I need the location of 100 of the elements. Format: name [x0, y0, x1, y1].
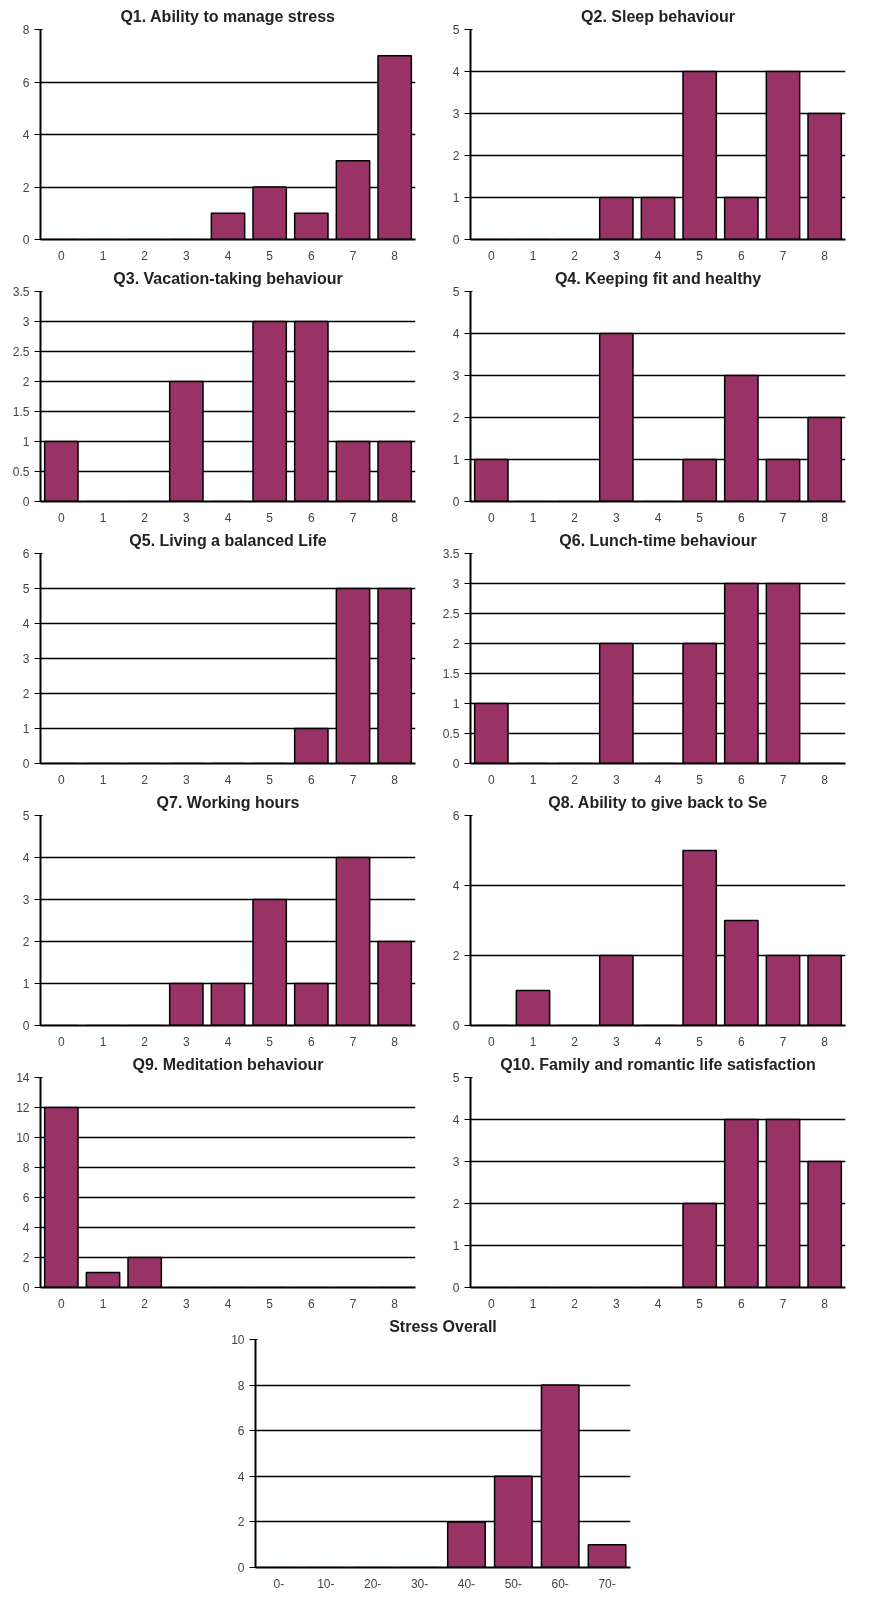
- x-tick-label: 0: [58, 510, 65, 525]
- x-tick-label: 7: [349, 1296, 357, 1311]
- x-tick-label: 3: [183, 1034, 190, 1049]
- x-tick-label: 5: [696, 510, 704, 525]
- chart-title: Q8. Ability to give back to Se: [548, 793, 768, 811]
- y-tick-label: 5: [452, 285, 460, 299]
- y-tick-label: 6: [22, 1191, 30, 1205]
- x-tick-label: 5: [266, 1296, 274, 1311]
- x-tick-label: 6: [308, 1296, 315, 1311]
- y-tick-label: 0.5: [12, 465, 30, 479]
- y-tick-label: 6: [452, 809, 460, 823]
- x-tick-label: 5: [696, 1296, 704, 1311]
- y-tick-label: 1: [452, 1239, 460, 1253]
- x-tick-label: 4: [654, 1296, 662, 1311]
- x-tick-label: 4: [224, 772, 232, 787]
- x-tick-label: 2: [571, 510, 579, 525]
- y-tick-label: 5: [22, 582, 30, 596]
- x-tick-label: 4: [654, 772, 662, 787]
- x-tick-label: 1: [529, 248, 537, 263]
- x-tick-label: 0: [488, 1296, 495, 1311]
- chart-title: Q3. Vacation-taking behaviour: [113, 269, 343, 287]
- y-tick-label: 12: [16, 1101, 30, 1115]
- x-tick-label: 1: [529, 1296, 537, 1311]
- x-tick-label: 4: [654, 1034, 662, 1049]
- y-tick-label: 3.5: [442, 547, 460, 561]
- y-tick-label: 2: [452, 411, 460, 425]
- x-tick-label: 6: [738, 248, 745, 263]
- y-tick-label: 3: [452, 369, 460, 383]
- y-tick-label: 4: [237, 1469, 245, 1484]
- y-tick-label: 6: [22, 75, 30, 90]
- x-tick-label: 1: [99, 772, 107, 787]
- y-tick-label: 5: [452, 23, 460, 37]
- x-tick-label: 8: [821, 772, 829, 787]
- x-tick-label: 8: [391, 248, 399, 263]
- x-tick-label: 2: [571, 1034, 579, 1049]
- chart-title: Q1. Ability to manage stress: [120, 7, 336, 25]
- chart-title: Q5. Living a balanced Life: [129, 531, 327, 549]
- y-tick-label: 0: [452, 495, 460, 509]
- x-tick-label: 50-: [504, 1576, 522, 1591]
- chart-title: Stress Overall: [389, 1317, 497, 1335]
- y-tick-label: 0: [452, 233, 460, 247]
- x-tick-label: 6: [738, 1034, 745, 1049]
- chart-title: Q4. Keeping fit and healthy: [554, 269, 762, 287]
- x-tick-label: 4: [224, 1034, 232, 1049]
- x-tick-label: 1: [99, 1034, 107, 1049]
- y-tick-label: 0: [452, 1281, 460, 1295]
- x-tick-label: 5: [266, 1034, 274, 1049]
- x-tick-label: 3: [183, 510, 190, 525]
- x-tick-label: 6: [738, 1296, 745, 1311]
- x-tick-label: 7: [779, 772, 787, 787]
- x-tick-label: 60-: [551, 1576, 569, 1591]
- x-tick-label: 0: [58, 248, 65, 263]
- y-tick-label: 2: [22, 1251, 30, 1265]
- y-tick-label: 4: [452, 327, 460, 341]
- x-tick-label: 5: [696, 772, 704, 787]
- x-tick-label: 70-: [598, 1576, 616, 1591]
- chart-title: Q10. Family and romantic life satisfaction: [500, 1055, 816, 1073]
- x-tick-label: 10-: [317, 1576, 335, 1591]
- x-tick-label: 3: [613, 1034, 620, 1049]
- x-tick-label: 0: [488, 772, 495, 787]
- y-tick-label: 8: [237, 1378, 245, 1393]
- y-tick-label: 0: [237, 1561, 245, 1575]
- y-tick-label: 1.5: [12, 405, 30, 419]
- x-tick-label: 4: [224, 1296, 232, 1311]
- chart-title: Q9. Meditation behaviour: [132, 1055, 324, 1073]
- x-tick-label: 3: [183, 1296, 190, 1311]
- y-tick-label: 0: [22, 757, 30, 771]
- x-tick-label: 8: [821, 1296, 829, 1311]
- x-tick-label: 6: [308, 1034, 315, 1049]
- x-tick-label: 8: [391, 510, 399, 525]
- x-tick-label: 0: [488, 510, 495, 525]
- x-tick-label: 6: [308, 510, 315, 525]
- x-tick-label: 8: [391, 1034, 399, 1049]
- y-tick-label: 14: [16, 1071, 30, 1085]
- x-tick-label: 8: [391, 1296, 399, 1311]
- x-tick-label: 6: [308, 772, 315, 787]
- y-tick-label: 1: [452, 191, 460, 205]
- x-tick-label: 1: [99, 248, 107, 263]
- x-tick-label: 1: [529, 1034, 537, 1049]
- x-tick-label: 7: [349, 772, 357, 787]
- x-tick-label: 3: [613, 1296, 620, 1311]
- x-tick-label: 5: [266, 510, 274, 525]
- y-tick-label: 2: [22, 180, 30, 195]
- x-tick-label: 1: [99, 1296, 107, 1311]
- x-tick-label: 2: [141, 1034, 149, 1049]
- y-tick-label: 4: [22, 851, 30, 865]
- x-tick-label: 40-: [457, 1576, 476, 1591]
- y-tick-label: 0: [22, 1281, 30, 1295]
- x-tick-label: 7: [779, 1296, 787, 1311]
- y-tick-label: 0.5: [442, 727, 460, 741]
- x-tick-label: 3: [183, 248, 190, 263]
- x-tick-label: 7: [779, 510, 787, 525]
- x-tick-label: 5: [266, 248, 274, 263]
- x-tick-label: 30-: [410, 1576, 429, 1591]
- x-tick-label: 4: [654, 248, 662, 263]
- x-tick-label: 0: [488, 1034, 495, 1049]
- x-tick-label: 6: [308, 248, 315, 263]
- y-tick-label: 3: [452, 107, 460, 121]
- y-tick-label: 1.5: [442, 667, 460, 681]
- y-tick-label: 4: [452, 1113, 460, 1127]
